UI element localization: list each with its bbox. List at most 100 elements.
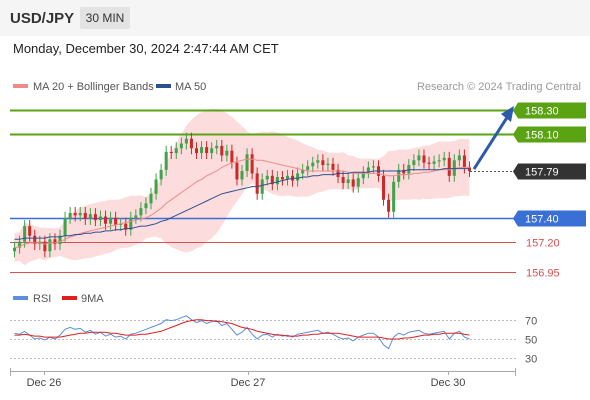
candle-body xyxy=(331,163,335,170)
candle-body xyxy=(341,177,345,184)
candle-body xyxy=(412,160,416,166)
candle-body xyxy=(366,167,370,173)
candle-body xyxy=(124,223,128,230)
candle-body xyxy=(73,212,77,216)
level-tag-158.10 xyxy=(513,126,586,143)
level-label-158.30: 158.30 xyxy=(525,106,559,118)
candle-body xyxy=(104,216,108,224)
candle-body xyxy=(200,147,204,154)
timeframe-button[interactable]: 30 MIN xyxy=(80,7,130,29)
candle-body xyxy=(437,160,441,162)
candle-body xyxy=(326,163,330,166)
candle-body xyxy=(205,147,209,154)
level-label-157.20: 157.20 xyxy=(526,238,560,250)
candle-body xyxy=(452,160,456,176)
x-label-dec-30: Dec 30 xyxy=(431,377,466,389)
level-label-156.95: 156.95 xyxy=(526,268,560,280)
level-tag-157.40 xyxy=(513,210,586,227)
candle-body xyxy=(194,148,199,154)
candle-body xyxy=(275,177,279,185)
level-tag-158.30 xyxy=(513,102,586,119)
candle-body xyxy=(351,179,355,187)
rsi-ma-legend-label: 9MA xyxy=(81,293,104,305)
ma20-legend-label: MA 20 + Bollinger Bands xyxy=(33,81,154,93)
ma50-line xyxy=(14,168,470,240)
candle-body xyxy=(270,175,274,185)
timestamp: Monday, December 30, 2024 2:47:44 AM CET xyxy=(13,41,279,56)
candle-body xyxy=(321,160,325,166)
candle-body xyxy=(164,151,168,170)
candle-body xyxy=(18,241,22,248)
candle-body xyxy=(250,154,254,174)
research-credit: Research © 2024 Trading Central xyxy=(417,81,581,93)
candle-body xyxy=(114,217,118,225)
candle-body xyxy=(210,148,214,154)
candle-body xyxy=(407,165,411,174)
level-tag-157.79 xyxy=(513,163,586,180)
candle-body xyxy=(447,157,451,176)
forecast-arrow-head xyxy=(501,105,514,122)
candle-body xyxy=(13,247,17,252)
candle-body xyxy=(23,226,27,242)
x-axis: Dec 26 Dec 27 Dec 30 xyxy=(10,368,516,389)
candle-body xyxy=(255,173,259,194)
candle-body xyxy=(462,155,466,168)
candle-body xyxy=(159,169,163,180)
candle-body xyxy=(93,214,97,221)
candle-body xyxy=(296,173,300,181)
rsi-legend-swatch xyxy=(13,296,28,300)
candle-body xyxy=(361,172,365,179)
chart-header: USD/JPY 30 MIN xyxy=(0,0,590,36)
candle-body xyxy=(356,178,360,187)
candle-body xyxy=(225,150,229,156)
rsi-tick-50: 50 xyxy=(525,335,537,347)
candle-body xyxy=(220,145,224,156)
candle-body xyxy=(432,161,436,164)
candle-body xyxy=(346,179,350,184)
candle-body xyxy=(382,175,386,200)
candle-body xyxy=(184,138,188,144)
x-label-dec-26: Dec 26 xyxy=(27,377,62,389)
candle-body xyxy=(58,235,62,245)
candle-body xyxy=(48,239,52,252)
candle-body xyxy=(179,143,183,149)
candle-body xyxy=(442,157,446,161)
ma20-line xyxy=(14,158,470,249)
candle-body xyxy=(68,212,72,218)
rsi-tick-30: 30 xyxy=(525,354,537,366)
candle-body xyxy=(98,216,102,221)
candle-body xyxy=(149,193,153,204)
x-label-dec-27: Dec 27 xyxy=(231,377,266,389)
level-labels: 158.30 158.10 157.79 157.40 157.20 156.95 xyxy=(513,102,586,280)
rsi-ma-legend-swatch xyxy=(62,296,77,300)
forecast-arrow xyxy=(472,105,514,170)
candle-body xyxy=(230,150,234,163)
candle-body xyxy=(134,215,138,218)
candle-body xyxy=(457,155,461,161)
candle-body xyxy=(63,217,67,236)
candle-body xyxy=(306,166,310,170)
candle-body xyxy=(43,241,47,252)
ma50-legend-label: MA 50 xyxy=(175,81,206,93)
candle-body xyxy=(189,138,193,149)
rsi-ma-line xyxy=(14,319,470,340)
ma20-legend-swatch xyxy=(13,84,28,88)
bollinger-bands xyxy=(14,108,470,266)
candle-body xyxy=(109,217,113,224)
candle-body xyxy=(215,145,219,149)
forecast-arrow-shaft xyxy=(472,115,510,170)
candle-body xyxy=(467,167,471,172)
candle-body xyxy=(392,181,396,212)
candle-body xyxy=(28,226,32,236)
candle-body xyxy=(397,169,401,182)
candle-body xyxy=(33,235,37,245)
candle-body xyxy=(301,169,305,174)
candle-body xyxy=(169,151,173,154)
candle-body xyxy=(174,148,178,154)
candle-body xyxy=(260,179,264,194)
candles xyxy=(13,132,471,258)
level-label-157.79: 157.79 xyxy=(525,167,559,179)
ma50-legend-swatch xyxy=(156,84,171,88)
candle-body xyxy=(129,217,133,230)
